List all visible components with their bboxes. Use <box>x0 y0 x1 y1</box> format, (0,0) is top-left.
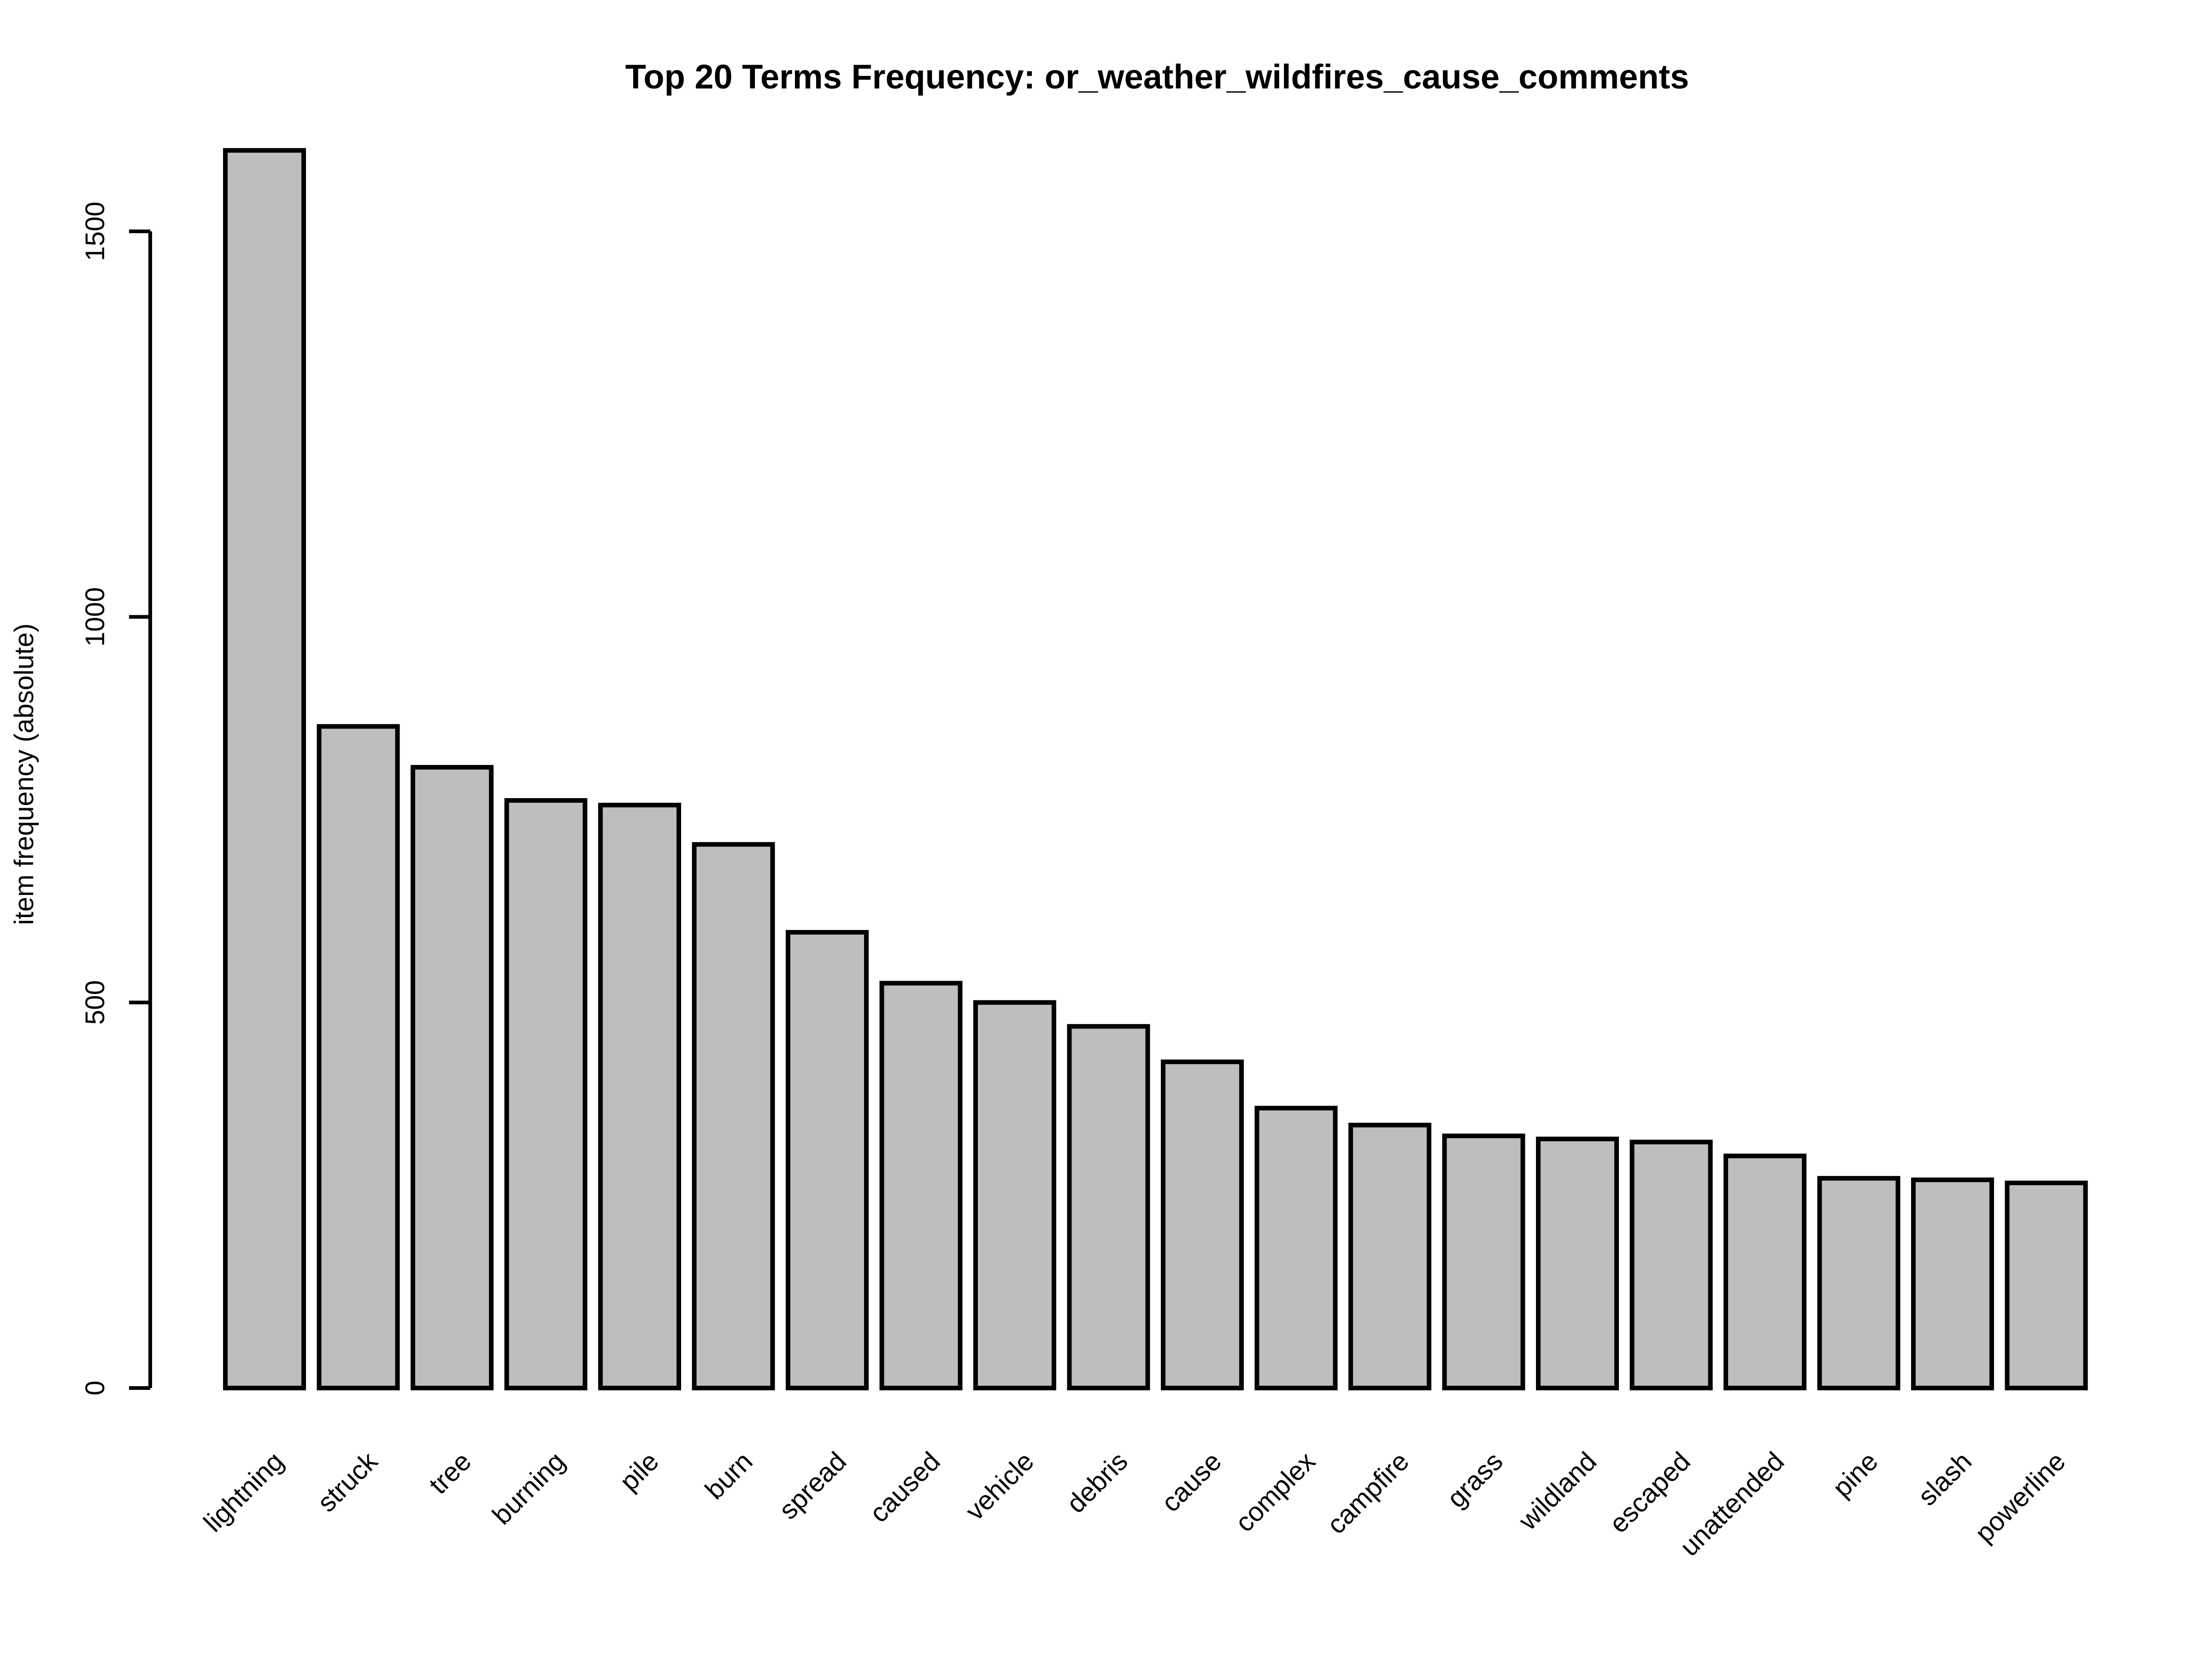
bar-spread <box>786 930 869 1391</box>
y-tick-label: 1500 <box>80 201 110 261</box>
bar-cause <box>1161 1059 1244 1390</box>
bar-pile <box>598 802 681 1390</box>
bar-wildland <box>1536 1136 1619 1391</box>
x-tick-label: lightning <box>198 1446 289 1538</box>
bar-pine <box>1817 1176 1900 1390</box>
x-tick-label: burn <box>700 1446 759 1505</box>
bar-struck <box>317 724 400 1390</box>
x-tick-label: debris <box>1061 1446 1134 1519</box>
y-tick-label: 500 <box>80 980 110 1025</box>
bar-debris <box>1067 1024 1150 1391</box>
x-tick-label: spread <box>773 1446 852 1525</box>
bar-slash <box>1911 1177 1994 1390</box>
x-tick-label: powerline <box>1969 1446 2071 1548</box>
bar-complex <box>1254 1106 1338 1391</box>
x-tick-label: vehicle <box>960 1446 1040 1526</box>
y-tick-label: 1000 <box>80 587 110 647</box>
bar-powerline <box>2005 1180 2088 1390</box>
y-tick-label: 0 <box>80 1381 110 1395</box>
x-tick-label: complex <box>1230 1446 1321 1538</box>
x-tick-label: slash <box>1912 1446 1977 1512</box>
bar-burning <box>504 798 588 1390</box>
bar-campfire <box>1348 1123 1431 1390</box>
chart-title: Top 20 Terms Frequency: or_weather_wildf… <box>625 58 1689 96</box>
bar-unattended <box>1724 1153 1806 1390</box>
x-tick-label: struck <box>312 1446 383 1518</box>
y-axis: 0 500 1000 1500 <box>80 201 152 1395</box>
bar-escaped <box>1630 1140 1713 1391</box>
bar-tree <box>411 765 494 1390</box>
x-tick-label: escaped <box>1604 1446 1696 1539</box>
x-tick-label: tree <box>424 1446 477 1500</box>
x-tick-label: pine <box>1827 1446 1884 1503</box>
bar-vehicle <box>973 1000 1056 1390</box>
x-tick-label: caused <box>864 1446 946 1528</box>
x-tick-label: campfire <box>1321 1446 1415 1540</box>
bar-caused <box>879 981 963 1390</box>
bar-burn <box>692 842 775 1390</box>
x-tick-label: burning <box>487 1446 571 1530</box>
x-tick-label: pile <box>614 1446 665 1497</box>
bar-grass <box>1442 1133 1525 1391</box>
x-axis-labels: lightning struck tree burning pile burn spread… <box>198 1446 2071 1562</box>
bar-lightning <box>223 148 306 1390</box>
x-tick-label: cause <box>1156 1446 1227 1518</box>
bars <box>223 148 2088 1391</box>
y-axis-label: item frequency (absolute) <box>9 624 39 925</box>
x-tick-label: wildland <box>1512 1446 1602 1536</box>
x-tick-label: grass <box>1441 1446 1508 1513</box>
